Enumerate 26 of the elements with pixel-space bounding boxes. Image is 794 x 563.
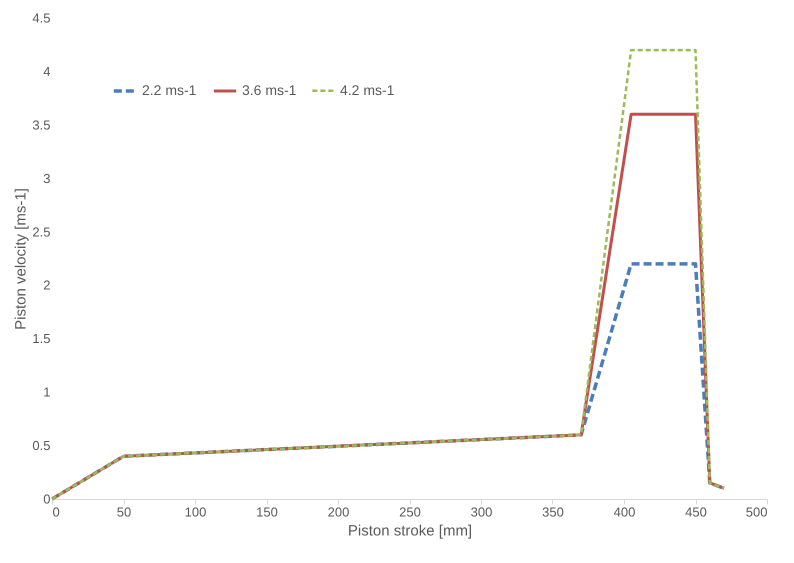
y-tick-label: 0	[43, 492, 50, 506]
y-tick-label: 2.5	[32, 224, 50, 240]
legend-label: 4.2 ms-1	[340, 82, 395, 98]
y-tick-label: 4.5	[32, 10, 50, 26]
x-tick-label: 0	[52, 504, 60, 520]
y-tick-label: 3.5	[32, 117, 50, 132]
x-axis-title: Piston stroke [mm]	[348, 522, 472, 540]
x-tick-label: 100	[184, 504, 206, 520]
x-tick-label: 450	[685, 504, 707, 520]
x-tick-label: 300	[470, 504, 492, 520]
x-tick-label: 400	[614, 504, 636, 520]
y-tick-label: 0.5	[32, 438, 50, 454]
y-axis-title: Piston velocity [ms-1]	[12, 188, 30, 330]
x-tick-label: 50	[116, 504, 132, 520]
x-tick-label: 150	[256, 504, 278, 520]
y-tick-label: 1.5	[32, 331, 50, 346]
y-tick-label: 2	[43, 278, 50, 293]
legend-label: 3.6 ms-1	[242, 82, 297, 98]
x-tick-label: 500	[746, 504, 768, 520]
y-tick-label: 4	[43, 64, 50, 79]
y-tick-label: 1	[43, 384, 50, 400]
x-tick-label: 350	[542, 504, 564, 520]
x-tick-label: 200	[328, 504, 350, 520]
legend-label: 2.2 ms-1	[142, 82, 197, 98]
x-tick-label: 250	[399, 504, 421, 520]
y-tick-label: 3	[43, 170, 50, 186]
